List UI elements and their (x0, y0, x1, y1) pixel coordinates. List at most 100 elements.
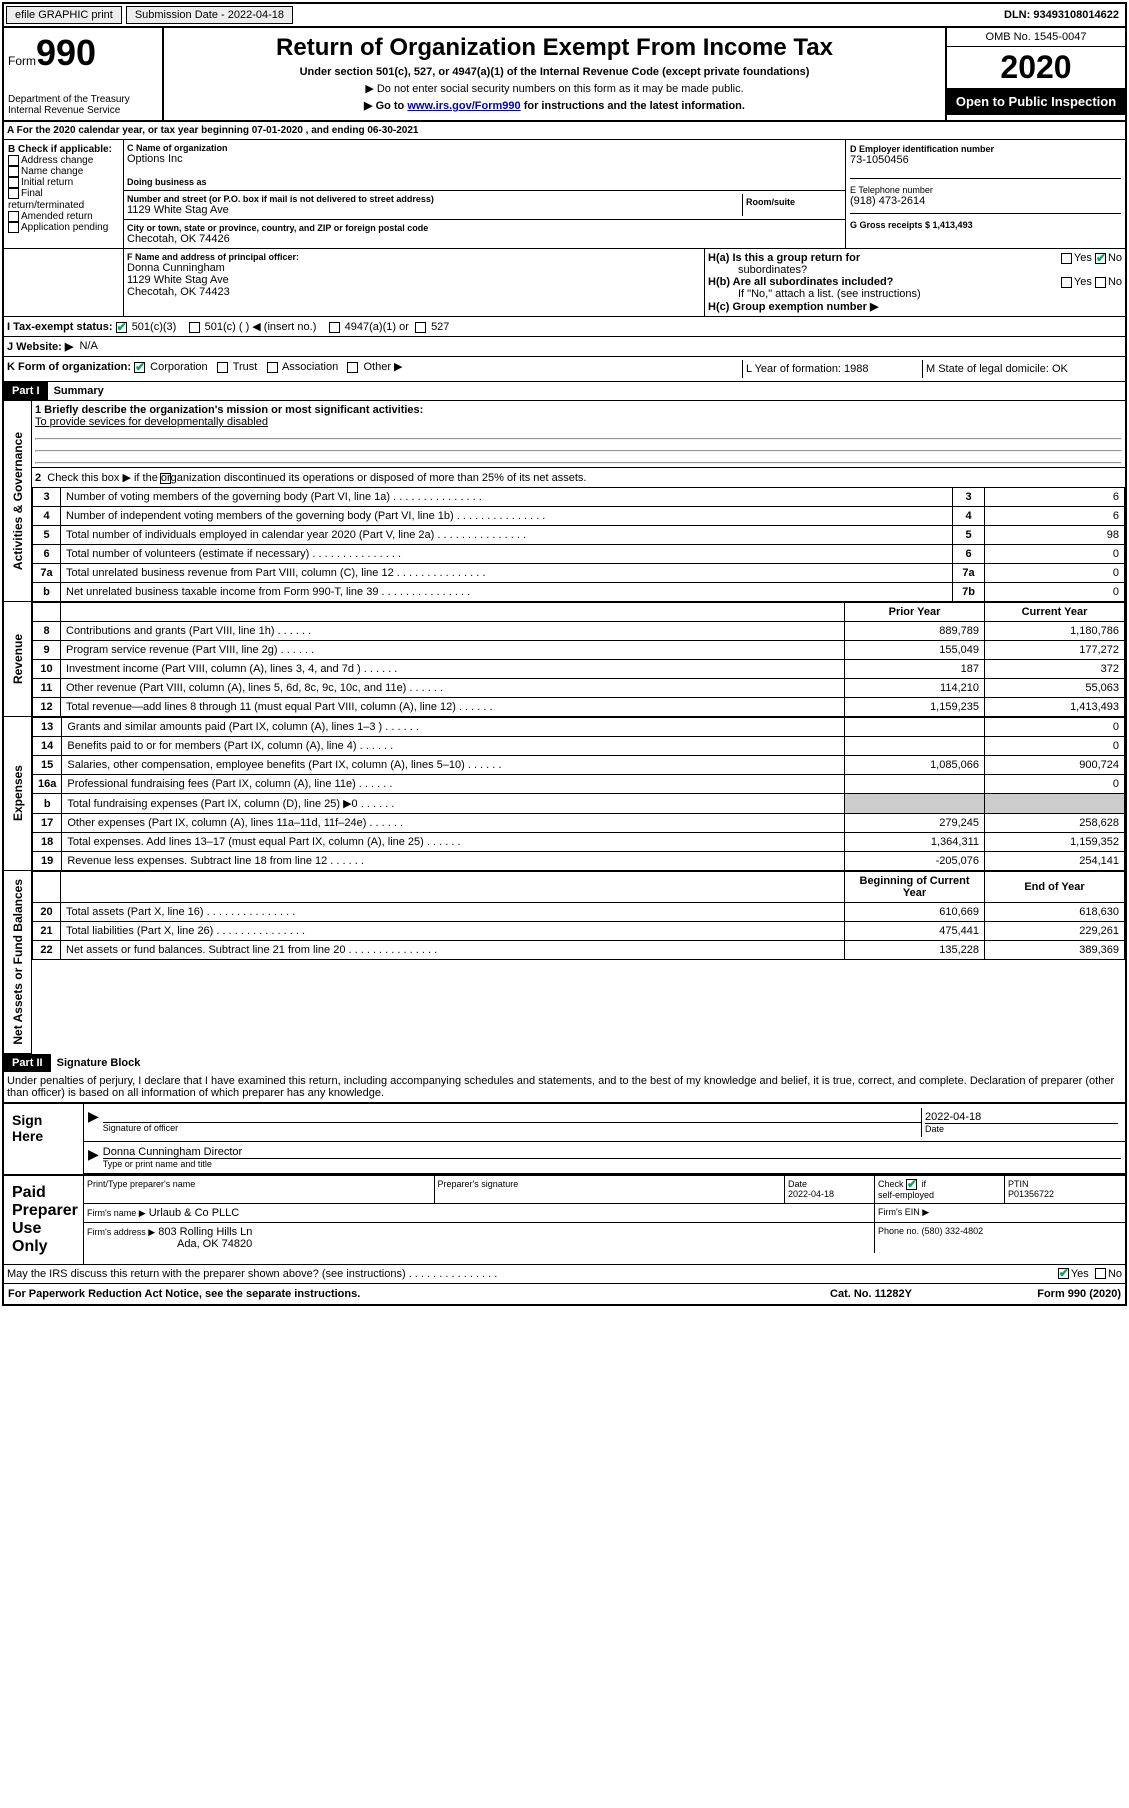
prior-year-header: Prior Year (845, 603, 985, 622)
ein-label: D Employer identification number (850, 144, 1121, 154)
box-b: B Check if applicable: Address change Na… (4, 140, 124, 248)
discuss-no: No (1108, 1268, 1122, 1280)
discuss-yes: Yes (1071, 1268, 1089, 1280)
discuss-row: May the IRS discuss this return with the… (4, 1264, 1125, 1283)
governance-table: 3Number of voting members of the governi… (32, 487, 1125, 602)
chk-other[interactable] (347, 362, 358, 373)
instr-goto-pre: ▶ Go to (364, 100, 407, 112)
chk-ha-no[interactable] (1095, 253, 1106, 264)
street-address: 1129 White Stag Ave (127, 204, 742, 216)
line-a-text: For the 2020 calendar year, or tax year … (17, 125, 419, 136)
chk-discontinued[interactable] (160, 473, 171, 484)
chk-ha-yes[interactable] (1061, 253, 1072, 264)
sign-here-label: Sign Here (4, 1104, 84, 1174)
line-j: J Website: ▶ N/A (4, 337, 1125, 357)
tax-status-block: I Tax-exempt status: 501(c)(3) 501(c) ( … (4, 317, 1125, 337)
efile-print-button[interactable]: efile GRAPHIC print (6, 6, 122, 24)
addr-label: Number and street (or P.O. box if mail i… (127, 194, 742, 204)
table-row: 3Number of voting members of the governi… (33, 488, 1125, 507)
omb-number: OMB No. 1545-0047 (947, 28, 1125, 47)
opt-4947: 4947(a)(1) or (345, 321, 409, 333)
sidebar-net-assets-label: Net Assets or Fund Balances (9, 871, 27, 1053)
box-f: F Name and address of principal officer:… (124, 249, 705, 316)
table-row: 10Investment income (Part VIII, column (… (33, 660, 1125, 679)
chk-association[interactable] (267, 362, 278, 373)
phone-label: E Telephone number (850, 185, 1121, 195)
opt-association: Association (282, 361, 338, 373)
phone-value: (918) 473-2614 (850, 195, 1121, 207)
firm-ein-label: Firm's EIN ▶ (875, 1204, 1125, 1222)
line-i-label: I Tax-exempt status: (7, 321, 113, 333)
line2: 2 Check this box ▶ if the organization d… (32, 468, 1125, 487)
sig-officer-label: Signature of officer (103, 1122, 921, 1133)
prep-date: Date2022-04-18 (785, 1176, 875, 1203)
current-year-header: Current Year (985, 603, 1125, 622)
opt-initial-return: Initial return (21, 177, 73, 188)
part1-title: Summary (51, 382, 107, 400)
chk-501c3[interactable] (116, 322, 127, 333)
dln-label: DLN: 93493108014622 (998, 7, 1125, 23)
chk-amended-return[interactable] (8, 211, 19, 222)
mission-value: To provide sevices for developmentally d… (35, 416, 1122, 428)
opt-name-change: Name change (21, 166, 83, 177)
table-row: 11Other revenue (Part VIII, column (A), … (33, 679, 1125, 698)
table-row: 12Total revenue—add lines 8 through 11 (… (33, 698, 1125, 717)
chk-name-change[interactable] (8, 166, 19, 177)
open-to-public: Open to Public Inspection (947, 88, 1125, 115)
mission-label: 1 Briefly describe the organization's mi… (35, 404, 1122, 416)
ha-yes: Yes (1074, 252, 1092, 264)
arrow-icon: ▶ (88, 1108, 99, 1137)
opt-application-pending: Application pending (21, 222, 108, 233)
chk-discuss-yes[interactable] (1058, 1268, 1069, 1279)
chk-hb-yes[interactable] (1061, 277, 1072, 288)
chk-initial-return[interactable] (8, 177, 19, 188)
part1-header-row: Part I Summary (4, 382, 1125, 401)
opt-501c: 501(c) ( ) ◀ (insert no.) (205, 321, 317, 333)
paid-preparer-label: Paid Preparer Use Only (4, 1176, 84, 1264)
prep-name-label: Print/Type preparer's name (87, 1179, 431, 1189)
table-row: 17Other expenses (Part IX, column (A), l… (33, 814, 1125, 833)
net-assets-section: Net Assets or Fund Balances Beginning of… (4, 871, 1125, 1054)
submission-date-label: Submission Date - 2022-04-18 (126, 6, 293, 24)
table-row: 20Total assets (Part X, line 16)610,6696… (33, 903, 1125, 922)
chk-hb-no[interactable] (1095, 277, 1106, 288)
part1-label: Part I (4, 382, 48, 400)
end-year-header: End of Year (985, 872, 1125, 903)
header-mid: Return of Organization Exempt From Incom… (164, 28, 945, 120)
chk-application-pending[interactable] (8, 222, 19, 233)
table-row: 18Total expenses. Add lines 13–17 (must … (33, 833, 1125, 852)
discuss-label: May the IRS discuss this return with the… (7, 1268, 1058, 1280)
form-header: Form990 Department of the Treasury Inter… (4, 28, 1125, 122)
form-footer: Form 990 (2020) (971, 1288, 1121, 1300)
chk-self-employed[interactable] (906, 1179, 917, 1190)
table-row: bTotal fundraising expenses (Part IX, co… (33, 794, 1125, 814)
chk-527[interactable] (415, 322, 426, 333)
firm-name-label: Firm's name ▶ (87, 1208, 146, 1218)
table-row: 9Program service revenue (Part VIII, lin… (33, 641, 1125, 660)
part2-title: Signature Block (54, 1054, 144, 1072)
net-assets-table: Beginning of Current Year End of Year 20… (32, 871, 1125, 960)
chk-discuss-no[interactable] (1095, 1268, 1106, 1279)
chk-final-return[interactable] (8, 188, 19, 199)
self-employed: Check ifself-employed (875, 1176, 1005, 1203)
table-row: 22Net assets or fund balances. Subtract … (33, 941, 1125, 960)
sidebar-revenue: Revenue (4, 602, 32, 717)
form-label: Form (8, 54, 36, 68)
table-row: 6Total number of volunteers (estimate if… (33, 545, 1125, 564)
officer-addr1: 1129 White Stag Ave (127, 274, 701, 286)
table-row: 5Total number of individuals employed in… (33, 526, 1125, 545)
instr-goto-post: for instructions and the latest informat… (521, 100, 745, 112)
chk-address-change[interactable] (8, 155, 19, 166)
chk-corporation[interactable] (134, 362, 145, 373)
ha-label2: subordinates? (738, 264, 807, 276)
dba-label: Doing business as (127, 177, 842, 187)
hb-no: No (1108, 276, 1122, 288)
chk-trust[interactable] (217, 362, 228, 373)
form-org-label: K Form of organization: (7, 361, 131, 373)
officer-label: F Name and address of principal officer: (127, 252, 701, 262)
line-k: K Form of organization: Corporation Trus… (4, 357, 1125, 382)
irs-link[interactable]: www.irs.gov/Form990 (407, 100, 520, 112)
city-state-zip: Checotah, OK 74426 (127, 233, 842, 245)
chk-4947[interactable] (329, 322, 340, 333)
chk-501c[interactable] (189, 322, 200, 333)
